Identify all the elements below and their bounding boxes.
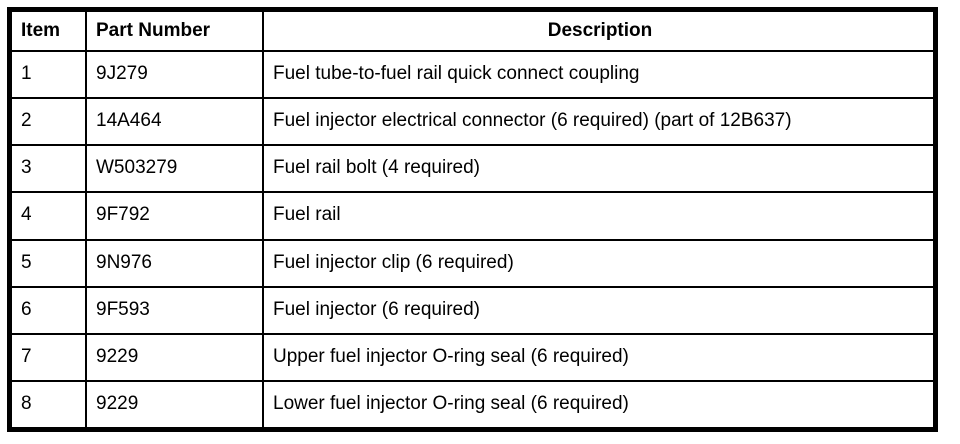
cell-item: 7 [12,332,87,382]
cell-part-number: 14A464 [85,97,264,147]
table-row: 7 9229 Upper fuel injector O-ring seal (6 … [12,332,933,382]
cell-part-number: 9N976 [85,238,264,288]
cell-item: 4 [12,191,87,241]
parts-table-frame: Item Part Number Description 1 9J279 Fuel … [7,7,938,432]
cell-part-number: 9J279 [85,49,264,100]
table-row: 1 9J279 Fuel tube-to-fuel rail quick conne… [12,49,933,100]
cell-item: 6 [12,285,87,335]
cell-item: 1 [12,49,87,100]
table-row: 5 9N976 Fuel injector clip (6 required) [12,238,933,288]
cell-description: Fuel tube-to-fuel rail quick connect cou… [262,49,933,100]
cell-part-number: 9F593 [85,285,264,335]
table-row: 8 9229 Lower fuel injector O-ring seal (6 … [12,379,933,427]
cell-item: 2 [12,97,87,147]
header-item: Item [12,12,87,52]
cell-item: 8 [12,379,87,427]
parts-table-header: Item Part Number Description [12,12,933,52]
parts-table: Item Part Number Description 1 9J279 Fuel … [12,12,933,427]
cell-part-number: 9229 [85,332,264,382]
cell-description: Fuel injector electrical connector (6 re… [262,97,933,147]
cell-description: Fuel injector clip (6 required) [262,238,933,288]
cell-part-number: 9229 [85,379,264,427]
cell-item: 3 [12,144,87,194]
table-row: 3 W503279 Fuel rail bolt (4 required) [12,144,933,194]
cell-description: Lower fuel injector O-ring seal (6 requi… [262,379,933,427]
cell-description: Upper fuel injector O-ring seal (6 requi… [262,332,933,382]
cell-item: 5 [12,238,87,288]
cell-description: Fuel injector (6 required) [262,285,933,335]
table-row: 2 14A464 Fuel injector electrical connecto… [12,97,933,147]
header-part-number: Part Number [85,12,264,52]
table-row: 4 9F792 Fuel rail [12,191,933,241]
cell-part-number: W503279 [85,144,264,194]
cell-description: Fuel rail bolt (4 required) [262,144,933,194]
table-row: 6 9F593 Fuel injector (6 required) [12,285,933,335]
cell-part-number: 9F792 [85,191,264,241]
header-description: Description [262,12,933,52]
cell-description: Fuel rail [262,191,933,241]
header-row: Item Part Number Description [12,12,933,52]
parts-table-body: 1 9J279 Fuel tube-to-fuel rail quick conne… [12,49,933,427]
